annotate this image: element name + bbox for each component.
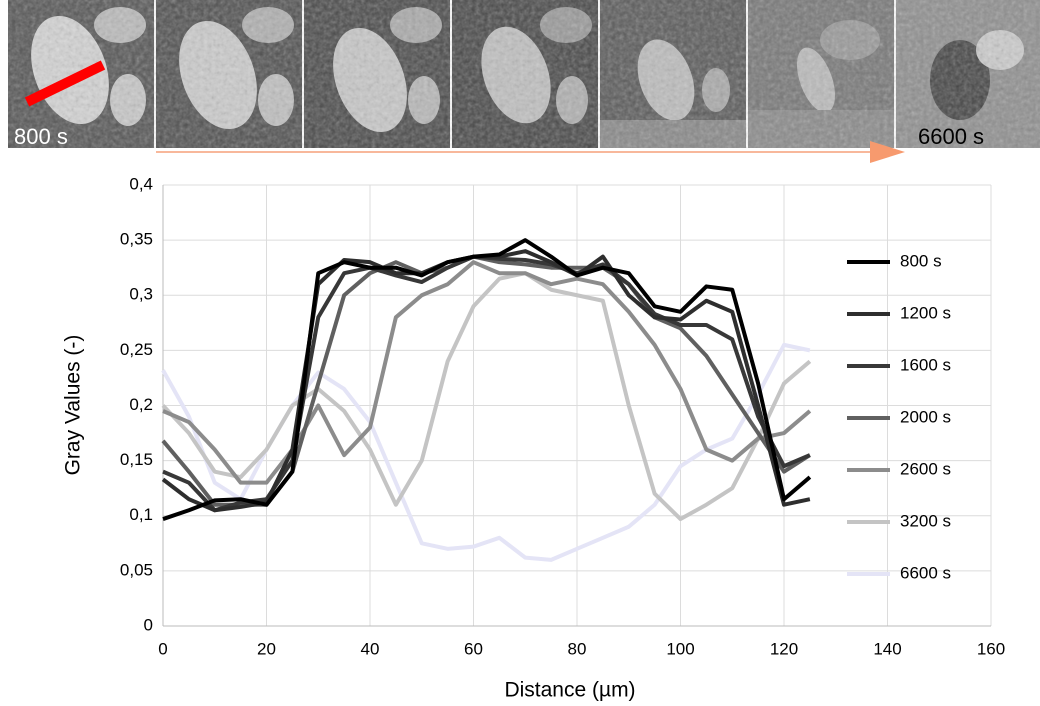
legend-label: 2600 s [900, 459, 951, 478]
series-line [162, 260, 812, 485]
x-tick-label: 20 [257, 639, 276, 658]
x-tick-label: 140 [873, 639, 901, 658]
y-axis-label: Gray Values (-) [62, 335, 85, 476]
series-line [162, 238, 812, 521]
x-tick-label: 80 [568, 639, 587, 658]
y-tick-label: 0 [144, 615, 153, 634]
x-tick-label: 120 [770, 639, 798, 658]
x-tick-label: 40 [361, 639, 380, 658]
y-tick-label: 0,35 [120, 230, 153, 249]
legend-label: 2000 s [900, 407, 951, 426]
strip-start-label: 800 s [14, 124, 68, 149]
y-tick-label: 0,4 [129, 174, 153, 193]
y-tick-label: 0,3 [129, 285, 153, 304]
legend-label: 1600 s [900, 355, 951, 374]
texture [8, 0, 1040, 148]
y-tick-label: 0,15 [120, 450, 153, 469]
x-axis-label: Distance (µm) [504, 679, 635, 702]
y-tick-label: 0,1 [129, 505, 153, 524]
x-tick-label: 160 [977, 639, 1005, 658]
legend-label: 3200 s [900, 511, 951, 530]
x-tick-label: 0 [158, 639, 167, 658]
strip-end-label: 6600 s [918, 124, 984, 149]
y-tick-label: 0,05 [120, 560, 153, 579]
y-tick-label: 0,2 [129, 395, 153, 414]
image-strip: 800 s 6600 s [8, 0, 1040, 163]
x-tick-label: 100 [666, 639, 694, 658]
legend-label: 800 s [900, 251, 942, 270]
arrow-head [870, 141, 905, 163]
y-tick-label: 0,25 [120, 340, 153, 359]
legend-label: 1200 s [900, 303, 951, 322]
series-line [161, 271, 812, 522]
x-tick-label: 60 [464, 639, 483, 658]
legend-label: 6600 s [900, 563, 951, 582]
profile-line [24, 60, 106, 107]
